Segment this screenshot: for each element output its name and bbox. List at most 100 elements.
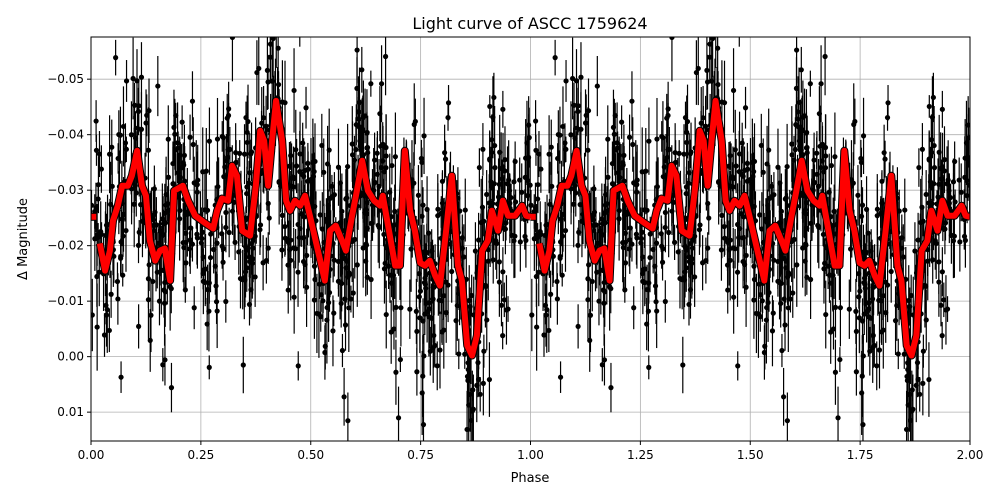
- point-marker: [187, 135, 192, 140]
- point-marker: [484, 317, 489, 322]
- point-marker: [487, 377, 492, 382]
- point-marker: [781, 394, 786, 399]
- point-marker: [595, 83, 600, 88]
- point-marker: [466, 402, 471, 407]
- point-marker: [854, 369, 859, 374]
- point-marker: [607, 284, 612, 289]
- point-marker: [396, 415, 401, 420]
- point-marker: [146, 297, 151, 302]
- point-marker: [681, 152, 686, 157]
- point-marker: [512, 234, 517, 239]
- point-marker: [288, 237, 293, 242]
- point-marker: [215, 136, 220, 141]
- point-marker: [692, 274, 697, 279]
- point-marker: [471, 407, 476, 412]
- point-marker: [344, 195, 349, 200]
- point-marker: [336, 165, 341, 170]
- point-marker: [124, 78, 129, 83]
- point-marker: [553, 55, 558, 60]
- point-marker: [183, 260, 188, 265]
- point-marker: [116, 132, 121, 137]
- point-marker: [630, 142, 635, 147]
- point-marker: [930, 257, 935, 262]
- point-marker: [794, 47, 799, 52]
- point-marker: [951, 179, 956, 184]
- point-marker: [558, 375, 563, 380]
- point-marker: [280, 213, 285, 218]
- point-marker: [312, 169, 317, 174]
- point-marker: [775, 165, 780, 170]
- point-marker: [855, 193, 860, 198]
- point-marker: [916, 165, 921, 170]
- point-marker: [942, 168, 947, 173]
- point-marker: [477, 165, 482, 170]
- point-marker: [528, 183, 533, 188]
- point-marker: [619, 165, 624, 170]
- point-marker: [731, 295, 736, 300]
- point-marker: [339, 209, 344, 214]
- point-marker: [393, 154, 398, 159]
- point-marker: [342, 256, 347, 261]
- point-marker: [640, 271, 645, 276]
- point-marker: [940, 333, 945, 338]
- point-marker: [442, 150, 447, 155]
- point-marker: [734, 163, 739, 168]
- point-marker: [302, 262, 307, 267]
- point-marker: [500, 269, 505, 274]
- point-marker: [254, 70, 259, 75]
- point-marker: [199, 236, 204, 241]
- point-marker: [500, 333, 505, 338]
- point-marker: [398, 305, 403, 310]
- point-marker: [463, 207, 468, 212]
- point-marker: [449, 269, 454, 274]
- point-marker: [785, 418, 790, 423]
- point-marker: [940, 107, 945, 112]
- point-marker: [575, 243, 580, 248]
- point-marker: [118, 239, 123, 244]
- point-marker: [147, 262, 152, 267]
- point-marker: [162, 211, 167, 216]
- point-marker: [728, 258, 733, 263]
- point-marker: [513, 159, 518, 164]
- point-marker: [144, 113, 149, 118]
- point-marker: [192, 305, 197, 310]
- point-marker: [752, 159, 757, 164]
- point-marker: [797, 144, 802, 149]
- point-marker: [179, 165, 184, 170]
- point-marker: [345, 418, 350, 423]
- point-marker: [517, 177, 522, 182]
- point-marker: [416, 193, 421, 198]
- point-marker: [602, 220, 607, 225]
- point-marker: [422, 280, 427, 285]
- point-marker: [115, 296, 120, 301]
- point-marker: [663, 299, 668, 304]
- point-marker: [295, 270, 300, 275]
- point-marker: [343, 322, 348, 327]
- point-marker: [364, 243, 369, 248]
- point-marker: [237, 151, 242, 156]
- point-marker: [242, 152, 247, 157]
- point-marker: [155, 270, 160, 275]
- point-marker: [500, 107, 505, 112]
- point-marker: [704, 68, 709, 73]
- point-marker: [759, 226, 764, 231]
- point-marker: [779, 348, 784, 353]
- point-marker: [443, 157, 448, 162]
- point-marker: [921, 349, 926, 354]
- point-marker: [480, 147, 485, 152]
- point-marker: [484, 192, 489, 197]
- point-marker: [192, 180, 197, 185]
- point-marker: [97, 151, 102, 156]
- point-marker: [365, 200, 370, 205]
- point-marker: [383, 165, 388, 170]
- point-marker: [697, 227, 702, 232]
- point-marker: [393, 370, 398, 375]
- point-marker: [446, 100, 451, 105]
- point-marker: [157, 299, 162, 304]
- point-marker: [282, 224, 287, 229]
- point-marker: [206, 309, 211, 314]
- point-marker: [491, 95, 496, 100]
- point-marker: [408, 246, 413, 251]
- point-marker: [465, 374, 470, 379]
- point-marker: [838, 305, 843, 310]
